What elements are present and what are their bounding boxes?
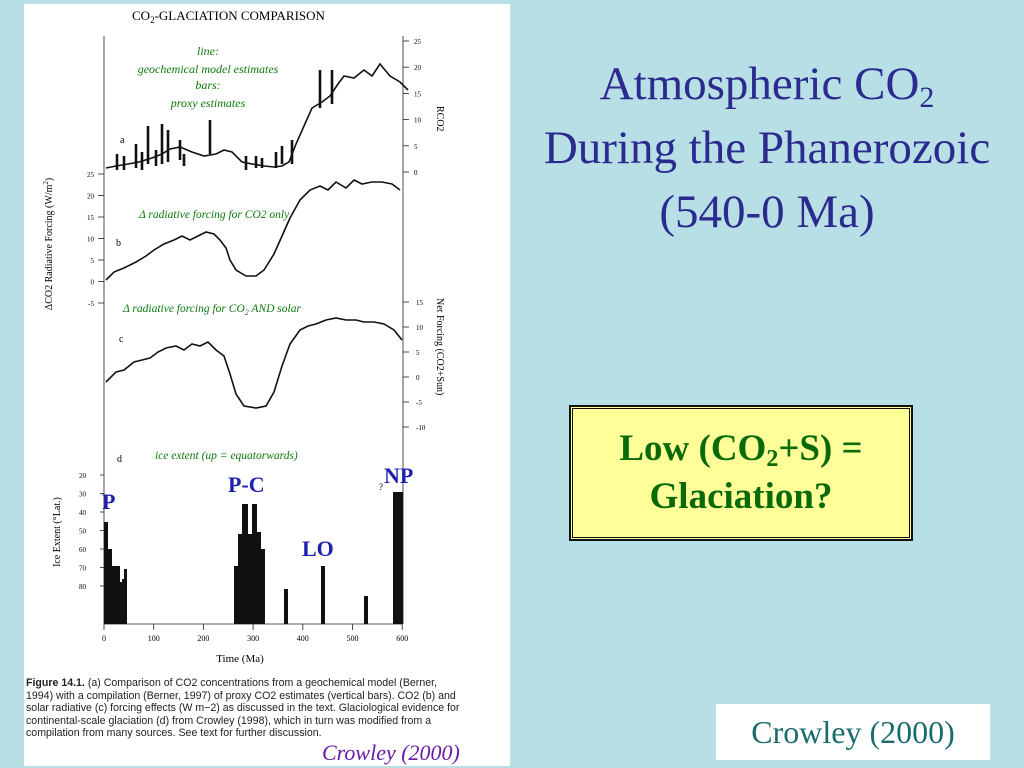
note-co2-only: Δ radiative forcing for CO2 only [138, 209, 290, 221]
rco2-tick-label: 25 [414, 38, 422, 46]
legend-line-3: bars: [195, 78, 220, 92]
caption-head: Figure 14.1. [26, 677, 85, 689]
glaciation-label-lo: LO [302, 536, 334, 561]
callout-box: Low (CO2+S) = Glaciation? [569, 405, 913, 541]
glaciation-label-p: P [102, 489, 115, 514]
figure-caption: Figure 14.1. (a) Comparison of CO2 conce… [26, 677, 466, 740]
rco2-tick-label: 20 [414, 64, 422, 72]
time-tick-label: 500 [347, 634, 359, 643]
rco2-tick-label: 10 [414, 117, 422, 125]
rco2-tick-label: 5 [414, 143, 418, 151]
ice-tick-label: 80 [79, 583, 87, 591]
proxy-bars [115, 70, 334, 170]
ice-extent-axis: 20 30 40 50 60 70 80 [79, 472, 104, 591]
curve-co2-solar-forcing [105, 317, 403, 409]
ice-extent-axis-label: Ice Extent (°Lat.) [52, 497, 63, 567]
rco2-tick-label: 0 [414, 169, 418, 177]
handwritten-text: Crowley (2000) [322, 740, 460, 765]
figure-title: CO2-GLACIATION COMPARISON [132, 8, 326, 25]
ice-extent-bar [104, 522, 108, 624]
ice-extent-bar [238, 534, 242, 624]
ice-extent-bar [248, 534, 252, 624]
ice-extent-bar [242, 504, 248, 624]
net-forcing-tick-label: -5 [416, 399, 422, 407]
ice-extent-bar [321, 566, 325, 624]
credit-label: Crowley (2000) [716, 704, 990, 760]
net-forcing-tick-label: -10 [416, 424, 426, 432]
time-axis-label: Time (Ma) [216, 653, 264, 665]
left-axis-forcing-label: ΔCO2 Radiative Forcing (W/m2) [42, 178, 55, 310]
figure-svg: CO2-GLACIATION COMPARISON line: geochemi… [42, 8, 445, 665]
ice-tick-label: 30 [79, 491, 87, 499]
ice-extent-bar [112, 566, 120, 624]
right-axis-rco2: 25 20 15 10 5 0 [403, 38, 422, 177]
curve-co2-forcing [105, 179, 401, 281]
time-tick-label: 100 [148, 634, 160, 643]
right-axis-rco2-label: RCO2 [434, 106, 445, 132]
ice-extent-bar [252, 504, 257, 624]
forcing-tick-label: 5 [91, 257, 95, 265]
legend-line-4: proxy estimates [170, 96, 246, 110]
forcing-tick-label: -5 [88, 300, 94, 308]
legend-a: line: geochemical model estimates bars: … [138, 44, 279, 110]
rco2-tick-label: 15 [414, 90, 422, 98]
ice-extent-bar [364, 596, 368, 624]
ice-extent-bar [261, 549, 265, 624]
panel-c-label: c [119, 334, 124, 345]
curve-geochemical-model [105, 62, 409, 169]
ice-extent-bars [104, 492, 403, 624]
time-tick-label: 0 [102, 634, 106, 643]
callout-text: Low (CO2+S) = Glaciation? [619, 428, 863, 517]
glaciation-labels: P P-C LO NP [102, 463, 413, 561]
forcing-tick-label: 20 [87, 193, 95, 201]
right-axis-net-forcing-label: Net Forcing (CO2+Sun) [434, 298, 445, 395]
net-forcing-tick-label: 0 [416, 374, 420, 382]
forcing-tick-label: 0 [91, 279, 95, 287]
note-ice-extent: ice extent (up = equatorwards) [155, 450, 298, 462]
glaciation-label-pc: P-C [228, 472, 265, 497]
ice-extent-bar [284, 589, 288, 624]
note-co2-solar: Δ radiative forcing for CO2 AND solar [122, 303, 301, 317]
legend-line-2: geochemical model estimates [138, 62, 279, 76]
right-axis-net-forcing: 15 10 5 0 -5 -10 [403, 299, 426, 432]
handwritten-note: Crowley (2000) [322, 740, 460, 765]
time-tick-label: 400 [297, 634, 309, 643]
forcing-tick-label: 10 [87, 236, 95, 244]
net-forcing-tick-label: 15 [416, 299, 424, 307]
ice-extent-bar [234, 566, 238, 624]
time-tick-label: 200 [197, 634, 209, 643]
time-tick-label: 600 [396, 634, 408, 643]
ice-tick-label: 60 [79, 546, 87, 554]
glaciation-label-np: NP [384, 463, 413, 488]
left-axis-forcing: 25 20 15 10 5 0 -5 [87, 171, 104, 308]
figure-panel: CO2-GLACIATION COMPARISON line: geochemi… [24, 4, 510, 766]
ice-extent-bar [393, 492, 403, 624]
ice-tick-label: 40 [79, 509, 87, 517]
ice-extent-bar [257, 532, 261, 624]
panel-a-label: a [120, 135, 125, 146]
question-mark: ? [379, 482, 383, 492]
net-forcing-tick-label: 5 [416, 349, 420, 357]
caption-body: (a) Comparison of CO2 concentrations fro… [26, 677, 460, 740]
ice-extent-bar [124, 569, 127, 624]
ice-tick-label: 70 [79, 565, 87, 573]
panel-b-label: b [116, 238, 121, 249]
net-forcing-tick-label: 10 [416, 324, 424, 332]
ice-tick-label: 50 [79, 528, 87, 536]
time-axis: 0 100 200 300 400 500 600 [102, 624, 408, 643]
panel-d-label: d [117, 454, 122, 465]
time-tick-label: 300 [247, 634, 259, 643]
forcing-tick-label: 15 [87, 214, 95, 222]
ice-extent-bar [108, 549, 112, 624]
ice-extent-bar [120, 582, 122, 624]
ice-tick-label: 20 [79, 472, 87, 480]
forcing-tick-label: 25 [87, 171, 95, 179]
legend-line-1: line: [197, 44, 219, 58]
slide-title: Atmospheric CO2 During the Phanerozoic (… [543, 58, 991, 238]
